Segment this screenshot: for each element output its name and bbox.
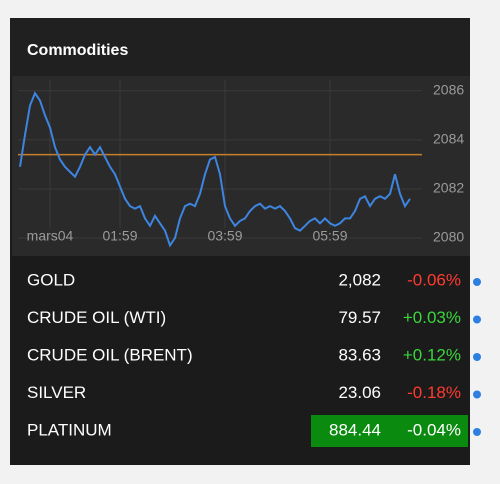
commodity-name: CRUDE OIL (BRENT) [27,345,193,364]
commodity-change: +0.12% [403,345,461,364]
commodity-name: GOLD [27,270,75,289]
commodity-price: 83.63 [338,345,381,364]
y-tick-label: 2086 [433,81,464,97]
status-dot [473,428,481,436]
x-tick-label: 03:59 [207,228,242,244]
table: GOLD 2,082 -0.06% CRUDE OIL (WTI) 79.57 +0.03… [27,270,481,447]
x-tick-label: mars04 [27,228,74,244]
commodity-change: -0.06% [407,270,461,289]
chart-bg [12,76,470,256]
y-tick-label: 2080 [433,229,464,245]
y-tick-label: 2084 [433,131,464,147]
commodity-price: 23.06 [338,383,381,402]
commodity-row[interactable]: PLATINUM 884.44 -0.04% [27,415,481,447]
x-tick-label: 01:59 [102,228,137,244]
commodity-name: CRUDE OIL (WTI) [27,308,166,327]
commodity-row[interactable]: CRUDE OIL (BRENT) 83.63 +0.12% [27,345,481,364]
commodity-name: PLATINUM [27,420,112,439]
x-tick-label: 05:59 [312,228,347,244]
commodity-row[interactable]: SILVER 23.06 -0.18% [27,383,481,402]
y-tick-label: 2082 [433,180,464,196]
status-dot [473,353,481,361]
status-dot [473,315,481,324]
commodity-price: 884.44 [329,420,381,439]
status-dot [473,278,481,286]
commodity-change: -0.04% [407,420,461,439]
price-line [19,91,411,248]
commodity-name: SILVER [27,383,86,402]
header-bg [10,18,470,76]
commodity-price: 2,082 [338,270,381,289]
row-highlight [311,415,468,447]
commodity-row[interactable]: CRUDE OIL (WTI) 79.57 +0.03% [27,308,481,327]
commodity-row[interactable]: GOLD 2,082 -0.06% [27,270,481,289]
widget-title: Commodities [27,42,128,59]
commodity-change: +0.03% [403,308,461,327]
chart: 2080 2082 2084 2086 mars04 01:59 03:59 05:59 [18,80,464,248]
status-dot [473,390,481,399]
commodity-price: 79.57 [338,308,381,327]
commodity-change: -0.18% [407,383,461,402]
